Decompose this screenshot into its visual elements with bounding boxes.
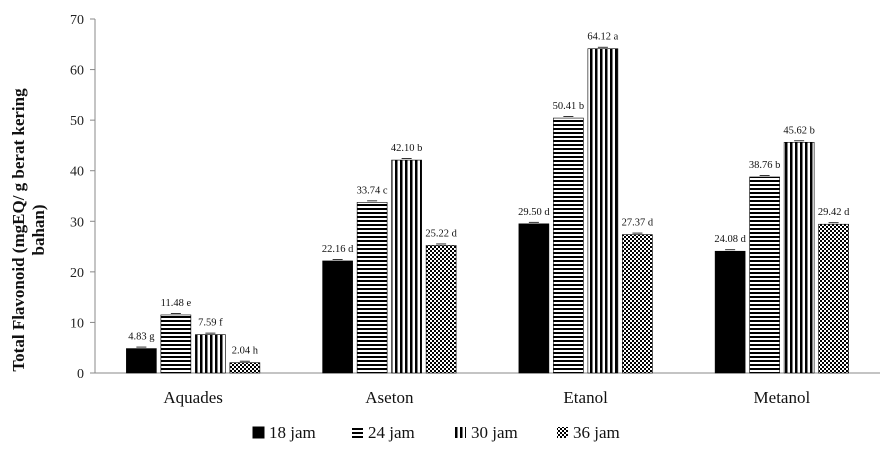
y-tick-label: 10 — [70, 316, 84, 331]
data-label: 38.76 b — [749, 160, 781, 171]
data-label: 2.04 h — [232, 346, 259, 357]
y-tick-label: 70 — [70, 13, 84, 28]
data-labels-group: 4.83 g 11.48 e 7.59 f 2.04 h 22.16 d 33.74 c 4… — [128, 32, 850, 357]
legend-swatch — [252, 426, 265, 439]
data-label: 29.50 d — [518, 207, 550, 218]
y-tick-label: 40 — [70, 165, 84, 180]
legend-label: 24 jam — [368, 423, 415, 442]
bar-etanol-18-jam — [518, 223, 550, 374]
data-label: 45.62 b — [783, 125, 815, 136]
y-tick-label: 30 — [70, 215, 84, 230]
y-axis-title-line-2: bahan) — [29, 204, 48, 255]
legend: 18 jam 24 jam 30 jam 36 jam — [252, 423, 620, 442]
data-label: 27.37 d — [622, 218, 654, 229]
bar-etanol-24-jam — [553, 117, 584, 374]
legend-label: 36 jam — [573, 423, 620, 442]
bar-aseton-24-jam — [356, 202, 388, 374]
bar-etanol-30-jam — [587, 48, 619, 374]
bar-metanol-18-jam — [714, 250, 746, 374]
bar-aseton-36-jam — [425, 245, 457, 374]
bar-aquades-18-jam — [126, 348, 157, 374]
data-label: 64.12 a — [587, 32, 618, 43]
y-tick-label: 50 — [70, 114, 84, 129]
y-tick-label: 0 — [77, 367, 84, 382]
data-label: 33.74 c — [357, 185, 388, 196]
data-label: 11.48 e — [161, 298, 192, 309]
bar-metanol-24-jam — [749, 176, 780, 374]
category-label: Etanol — [563, 388, 608, 407]
category-label: Metanol — [754, 388, 811, 407]
y-axis-title-line-1: Total Flavonoid (mgEQ/ g berat kering — [9, 88, 28, 372]
y-tick-label: 60 — [70, 64, 84, 79]
bar-aseton-18-jam — [322, 260, 353, 374]
legend-label: 30 jam — [471, 423, 518, 442]
data-label: 24.08 d — [714, 234, 746, 245]
data-label: 4.83 g — [128, 332, 155, 343]
bar-aquades-36-jam — [229, 362, 261, 374]
data-label: 22.16 d — [322, 244, 354, 255]
data-label: 25.22 d — [425, 228, 457, 239]
y-axis-ticks: 0 10 20 30 40 50 60 70 — [70, 13, 95, 382]
bar-metanol-30-jam — [783, 141, 815, 374]
category-label: Aseton — [365, 388, 414, 407]
bar-metanol-36-jam — [818, 223, 849, 374]
bars-group — [126, 46, 849, 374]
data-label: 7.59 f — [198, 318, 223, 329]
y-tick-label: 20 — [70, 266, 84, 281]
bar-aquades-30-jam — [195, 334, 226, 374]
bar-aquades-24-jam — [160, 314, 192, 374]
legend-swatch — [557, 427, 568, 438]
legend-swatch — [455, 427, 466, 438]
category-label: Aquades — [163, 388, 222, 407]
bar-aseton-30-jam — [391, 159, 422, 374]
data-label: 29.42 d — [818, 207, 850, 218]
bar-etanol-36-jam — [622, 234, 653, 374]
data-label: 42.10 b — [391, 143, 423, 154]
y-axis-title: Total Flavonoid (mgEQ/ g berat kering ba… — [9, 88, 48, 372]
data-label: 50.41 b — [553, 101, 585, 112]
legend-label: 18 jam — [269, 423, 316, 442]
category-labels: Aquades Aseton Etanol Metanol — [163, 388, 810, 407]
legend-swatch — [352, 427, 363, 438]
